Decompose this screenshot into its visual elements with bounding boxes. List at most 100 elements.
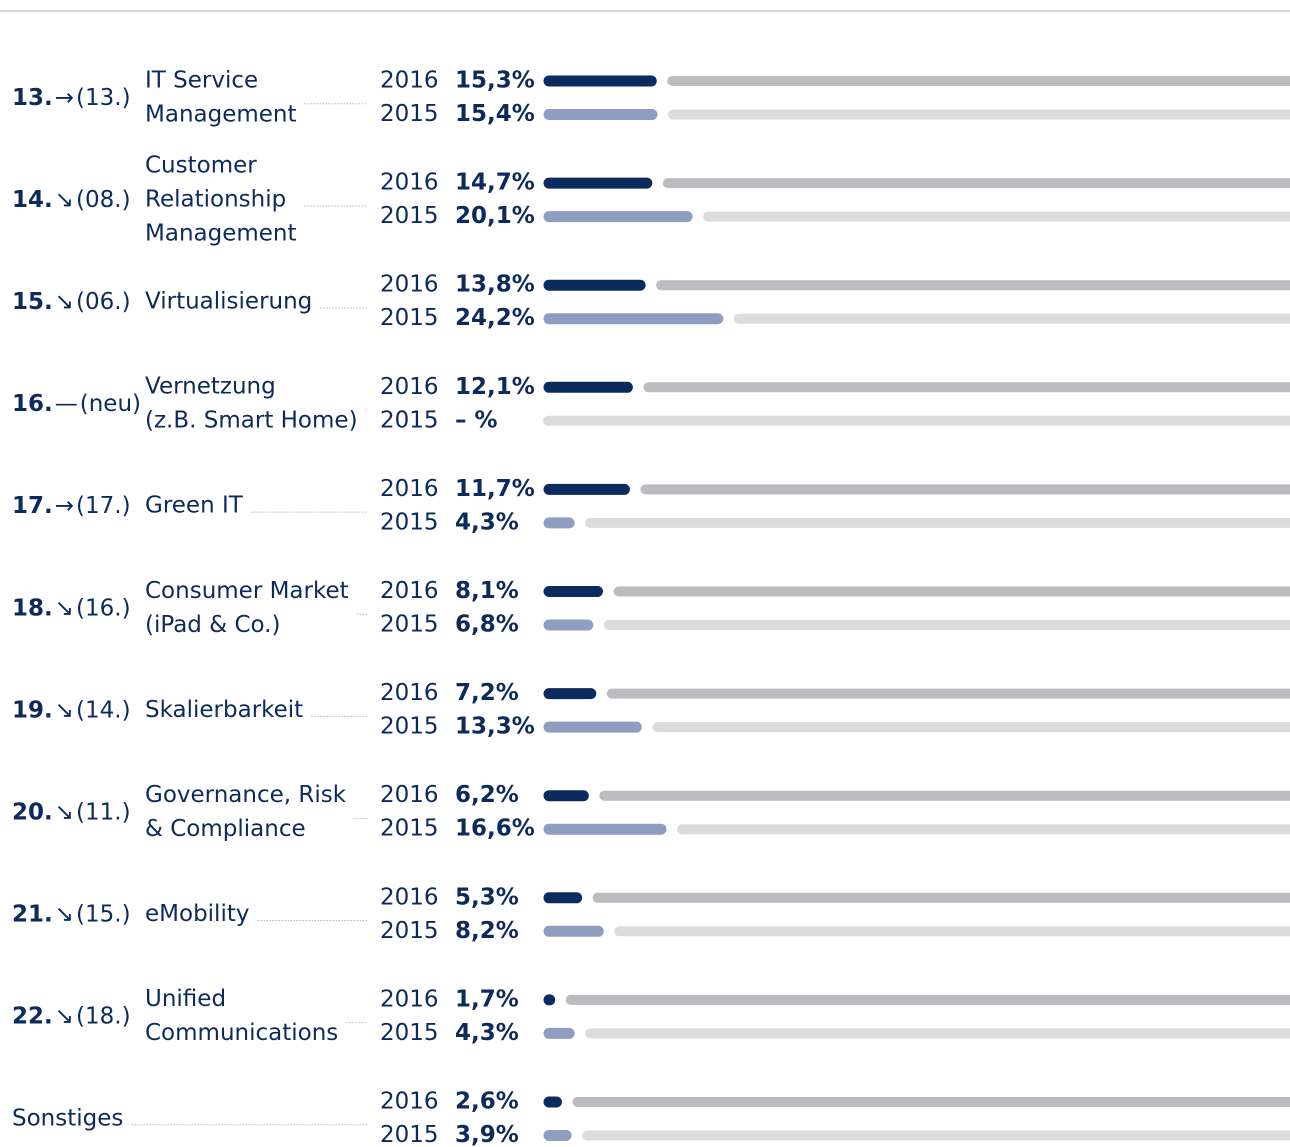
trend: ↘ [55, 1003, 74, 1029]
year-label: 2015 [380, 203, 439, 229]
year-label: 2016 [380, 68, 439, 94]
previous-rank: (18.) [76, 1003, 131, 1029]
rank-number: 22. [12, 1003, 53, 1029]
previous-rank: (13.) [76, 84, 131, 110]
rank-number: 18. [12, 595, 53, 621]
rank: 19.↘(14.) [12, 697, 131, 723]
rank: 22.↘(18.) [12, 1003, 131, 1029]
category-label: Customer [145, 152, 257, 178]
year-label: 2015 [380, 816, 439, 842]
value-label: 7,2% [455, 680, 519, 706]
value-label: 2,6% [455, 1089, 519, 1115]
value-label: 1,7% [455, 986, 519, 1012]
year-label: 2015 [380, 509, 439, 535]
category-label: (iPad & Co.) [145, 612, 280, 638]
trend: ↘ [55, 901, 74, 927]
value-label: 13,3% [455, 714, 535, 740]
category-label: Sonstiges [12, 1105, 123, 1131]
trend: — [55, 391, 78, 417]
category-label: Communications [145, 1020, 338, 1046]
year-label: 2015 [380, 407, 439, 433]
category-label: Governance, Risk [145, 782, 347, 808]
trend: ↘ [55, 288, 74, 314]
rank: 21.↘(15.) [12, 901, 131, 927]
value-label: 20,1% [455, 203, 535, 229]
year-label: 2016 [380, 884, 439, 910]
rank-number: 13. [12, 84, 53, 110]
previous-rank: (16.) [76, 595, 131, 621]
rank-number: 15. [12, 288, 53, 314]
rank: 18.↘(16.) [12, 595, 131, 621]
previous-rank: (06.) [76, 288, 131, 314]
rank-number: 19. [12, 697, 53, 723]
value-label: 15,3% [455, 68, 535, 94]
value-label: 6,2% [455, 782, 519, 808]
value-label: 12,1% [455, 374, 535, 400]
trend: ↘ [55, 799, 74, 825]
value-label: – % [455, 407, 498, 433]
year-label: 2015 [380, 714, 439, 740]
rank: 20.↘(11.) [12, 799, 131, 825]
year-label: 2016 [380, 476, 439, 502]
previous-rank: (08.) [76, 186, 131, 212]
trend: ↘ [55, 697, 74, 723]
category-label: Management [145, 101, 297, 127]
trend: ↘ [55, 186, 74, 212]
category-label: Vernetzung [145, 374, 276, 400]
value-label: 16,6% [455, 816, 535, 842]
rank: 17.→(17.) [12, 493, 131, 519]
value-label: 8,1% [455, 578, 519, 604]
year-label: 2016 [380, 986, 439, 1012]
trend: → [55, 84, 74, 110]
trend: ↘ [55, 595, 74, 621]
year-label: 2015 [380, 918, 439, 944]
value-label: 13,8% [455, 272, 535, 298]
year-label: 2016 [380, 374, 439, 400]
value-label: 3,9% [455, 1122, 519, 1147]
rank-number: 16. [12, 391, 53, 417]
rank-number: 14. [12, 186, 53, 212]
value-label: 15,4% [455, 101, 535, 127]
rank-number: 21. [12, 901, 53, 927]
value-label: 5,3% [455, 884, 519, 910]
year-label: 2015 [380, 612, 439, 638]
year-label: 2015 [380, 305, 439, 331]
year-label: 2015 [380, 101, 439, 127]
previous-rank: (14.) [76, 697, 131, 723]
value-label: 4,3% [455, 509, 519, 535]
category-label: Virtualisierung [145, 288, 312, 314]
value-label: 11,7% [455, 476, 535, 502]
category-label: & Compliance [145, 816, 306, 842]
year-label: 2016 [380, 170, 439, 196]
category-label: Management [145, 220, 297, 246]
year-label: 2015 [380, 1122, 439, 1147]
trend: → [55, 493, 74, 519]
year-label: 2016 [380, 782, 439, 808]
category-label: IT Service [145, 67, 258, 93]
year-label: 2016 [380, 272, 439, 298]
category-label: Skalierbarkeit [145, 697, 303, 723]
rank-number: 17. [12, 493, 53, 519]
previous-rank: (15.) [76, 901, 131, 927]
previous-rank: (11.) [76, 799, 131, 825]
category-label: eMobility [145, 901, 249, 927]
previous-rank: (17.) [76, 493, 131, 519]
value-label: 4,3% [455, 1020, 519, 1046]
category-label: Unified [145, 986, 226, 1012]
year-label: 2016 [380, 1089, 439, 1115]
category-label: Relationship [145, 186, 286, 212]
year-label: 2016 [380, 680, 439, 706]
rank: 15.↘(06.) [12, 288, 131, 314]
category-label: (z.B. Smart Home) [145, 408, 358, 434]
category-label: Green IT [145, 493, 244, 519]
rank-number: 20. [12, 799, 53, 825]
value-label: 6,8% [455, 612, 519, 638]
value-label: 24,2% [455, 305, 535, 331]
category-label: Consumer Market [145, 578, 349, 604]
year-label: 2015 [380, 1020, 439, 1046]
rank: 16.—(neu) [12, 391, 141, 417]
rank: 13.→(13.) [12, 84, 131, 110]
rank: 14.↘(08.) [12, 186, 131, 212]
value-label: 14,7% [455, 170, 535, 196]
